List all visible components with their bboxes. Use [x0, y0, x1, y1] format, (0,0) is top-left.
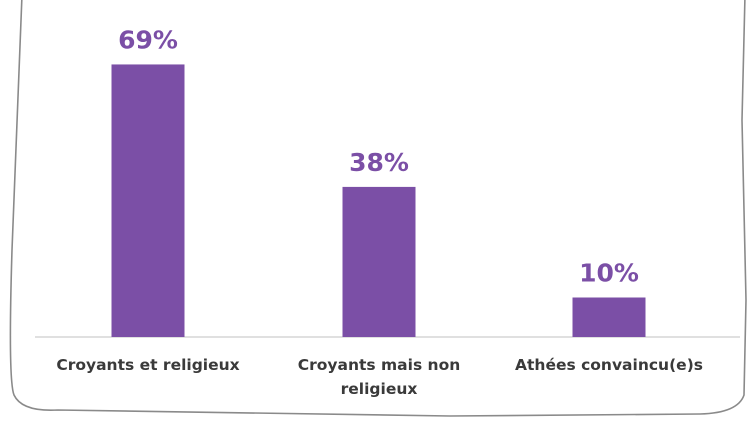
bars-group	[111, 64, 646, 337]
bar-3	[572, 297, 646, 337]
value-label-1: 69%	[118, 25, 178, 54]
frame-border	[9, 0, 747, 417]
category-label-2-line-1: Croyants mais non	[298, 356, 461, 374]
bar-1	[111, 64, 185, 337]
category-label-1: Croyants et religieux	[56, 356, 239, 374]
value-label-3: 10%	[579, 259, 639, 288]
value-labels-group: 69% 38% 10%	[118, 25, 639, 287]
category-label-2-line-2: religieux	[341, 380, 418, 398]
category-labels-group: Croyants et religieux Croyants mais non re…	[56, 356, 703, 398]
value-label-2: 38%	[349, 148, 409, 177]
category-label-3: Athées convaincu(e)s	[515, 356, 703, 374]
bar-2	[342, 186, 416, 337]
